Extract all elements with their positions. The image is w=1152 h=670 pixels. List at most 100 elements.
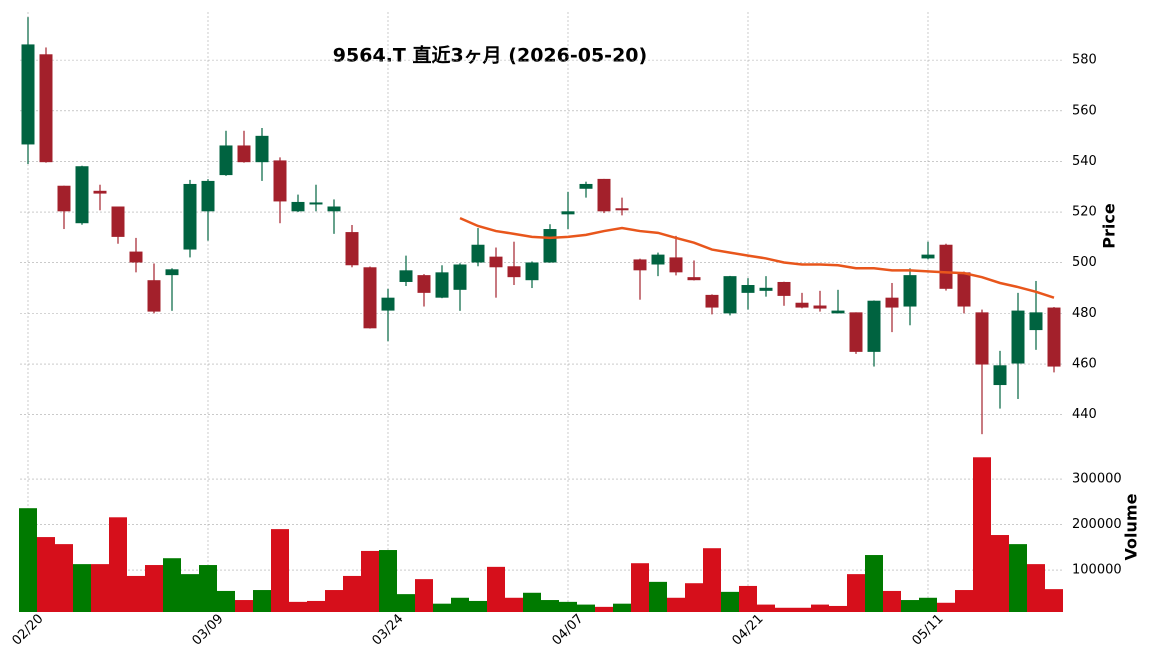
- y-tick-label: 440: [1072, 407, 1097, 422]
- x-tick-label: 04/07: [549, 611, 586, 648]
- candle-body: [795, 302, 809, 308]
- y-tick-label: 480: [1072, 306, 1097, 321]
- y-tick-label: 580: [1072, 53, 1097, 68]
- candle-body: [705, 294, 719, 308]
- y-tick-label: 460: [1072, 357, 1097, 372]
- candle-body: [39, 54, 53, 163]
- volume-bar: [379, 550, 397, 612]
- volume-bar: [1009, 544, 1027, 612]
- x-tick-label: 05/11: [909, 611, 946, 648]
- x-tick-label: 03/09: [189, 611, 226, 648]
- volume-bar: [883, 590, 901, 612]
- volume-bar: [955, 590, 973, 612]
- candle-body: [597, 178, 611, 212]
- candle-body: [75, 166, 89, 224]
- volume-bar: [757, 604, 775, 612]
- y-tick-label: 500: [1072, 255, 1097, 270]
- volume-bar: [415, 579, 433, 612]
- volume-bar: [631, 563, 649, 612]
- candle-body: [399, 270, 413, 282]
- candle-body: [525, 262, 539, 281]
- volume-bar: [505, 597, 523, 612]
- y-axis-label: Price: [1100, 203, 1119, 249]
- volume-bar: [1027, 564, 1045, 612]
- candle-body: [471, 244, 485, 263]
- candle-body: [993, 365, 1007, 386]
- volume-bar: [91, 564, 109, 612]
- candle-body: [849, 312, 863, 352]
- volume-tick-label: 300000: [1072, 472, 1122, 487]
- volume-bar: [307, 600, 325, 612]
- volume-bar: [289, 601, 307, 612]
- volume-bar: [865, 555, 883, 612]
- candle-body: [813, 305, 827, 309]
- candle-body: [183, 183, 197, 250]
- x-tick-label: 02/20: [9, 611, 46, 648]
- volume-bar: [613, 603, 631, 612]
- candle-body: [417, 275, 431, 293]
- volume-bar: [541, 600, 559, 612]
- volume-tick-label: 100000: [1072, 563, 1122, 578]
- candle-body: [669, 257, 683, 273]
- volume-bar: [793, 607, 811, 612]
- volume-bar: [901, 600, 919, 612]
- volume-bar: [703, 548, 721, 612]
- volume-bar: [217, 590, 235, 612]
- volume-bar: [721, 591, 739, 612]
- candle-body: [615, 208, 629, 211]
- y-tick-label: 520: [1072, 205, 1097, 220]
- candle-body: [21, 44, 35, 145]
- volume-bar: [595, 606, 613, 612]
- candle-body: [885, 297, 899, 308]
- volume-bar: [253, 590, 271, 612]
- candle-body: [759, 287, 773, 291]
- volume-bar: [325, 590, 343, 612]
- volume-bar: [739, 585, 757, 612]
- volume-bar: [55, 544, 73, 612]
- candle-body: [561, 211, 575, 215]
- candle-body: [939, 244, 953, 289]
- candle-body: [291, 201, 305, 212]
- candle-body: [219, 145, 233, 176]
- candle-body: [489, 256, 503, 268]
- volume-bar: [523, 592, 541, 612]
- volume-bar: [685, 583, 703, 612]
- volume-bar: [73, 564, 91, 612]
- volume-bar: [937, 602, 955, 612]
- candle-body: [831, 310, 845, 314]
- candle-body: [1029, 312, 1043, 331]
- volume-bar: [649, 581, 667, 612]
- volume-bar: [235, 600, 253, 612]
- chart-title: 9564.T 直近3ヶ月 (2026-05-20): [333, 44, 647, 67]
- candle-body: [507, 266, 521, 278]
- x-tick-label: 04/21: [729, 611, 766, 648]
- volume-axis-label: Volume: [1122, 493, 1141, 560]
- volume-bar: [667, 597, 685, 612]
- candle-body: [345, 232, 359, 266]
- volume-bar: [163, 558, 181, 612]
- candle-body: [975, 312, 989, 365]
- candle-body: [579, 183, 593, 189]
- y-tick-label: 540: [1072, 154, 1097, 169]
- volume-bar: [811, 604, 829, 612]
- volume-bar: [343, 575, 361, 612]
- candle-body: [147, 280, 161, 312]
- candle-body: [129, 251, 143, 263]
- candle-body: [723, 276, 737, 314]
- volume-bar: [973, 457, 991, 612]
- moving-average-line: [459, 217, 1055, 299]
- candle-body: [741, 285, 755, 293]
- volume-bar: [199, 565, 217, 612]
- candle-body: [435, 272, 449, 298]
- volume-bar: [19, 508, 37, 612]
- volume-bar: [109, 517, 127, 612]
- candle-body: [327, 206, 341, 212]
- candle-body: [201, 180, 215, 212]
- volume-bar: [577, 604, 595, 612]
- candle-body: [309, 202, 323, 205]
- volume-bar: [1045, 589, 1063, 612]
- volume-bar: [361, 550, 379, 612]
- candle-body: [363, 267, 377, 329]
